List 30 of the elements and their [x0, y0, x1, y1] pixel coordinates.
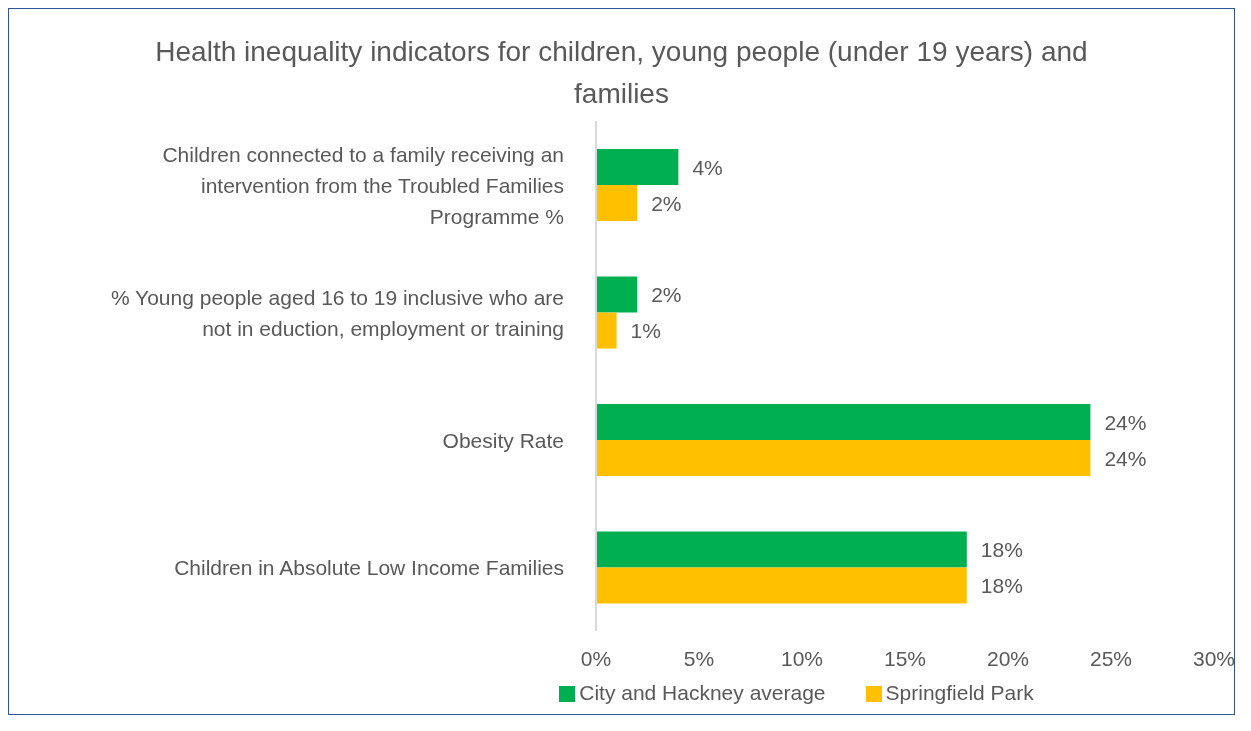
y-tick-label: % Young people aged 16 to 19 inclusive who are not in eduction, employment or training: [110, 285, 564, 340]
legend-label: City and Hackney average: [579, 681, 826, 704]
data-label: 24%: [1104, 446, 1147, 470]
data-label: 24%: [1104, 410, 1147, 434]
data-label: 18%: [980, 538, 1023, 562]
data-label: 4%: [692, 155, 723, 179]
bar: [596, 440, 1091, 477]
bar: [596, 312, 617, 349]
x-tick-label: 25%: [1089, 646, 1133, 670]
bar: [596, 404, 1091, 441]
bar: [596, 567, 967, 604]
x-tick-label: 20%: [986, 646, 1030, 670]
x-tick-label: 0%: [580, 646, 612, 670]
data-label: 2%: [651, 191, 682, 215]
y-tick-label: Obesity Rate: [442, 428, 564, 452]
y-tick-label: Children connected to a family receiving an intervention from the Troubled Families Programme %: [162, 142, 564, 228]
bar: [596, 149, 679, 186]
x-tick-label: 15%: [883, 646, 927, 670]
bar: [596, 276, 638, 313]
data-label: 18%: [980, 574, 1023, 598]
data-label: 1%: [630, 319, 661, 343]
y-tick-label: Children in Absolute Low Income Families: [174, 555, 564, 579]
x-tick-label: 5%: [683, 646, 715, 670]
bar: [596, 531, 967, 568]
x-tick-label: 30%: [1192, 646, 1236, 670]
x-tick-label: 10%: [780, 646, 824, 670]
bar: [596, 185, 638, 222]
data-label: 2%: [651, 283, 682, 307]
legend-label: Springfield Park: [885, 681, 1034, 704]
chart-title: Health inequality indicators for children, young people (under 19 years) and families: [154, 35, 1089, 111]
